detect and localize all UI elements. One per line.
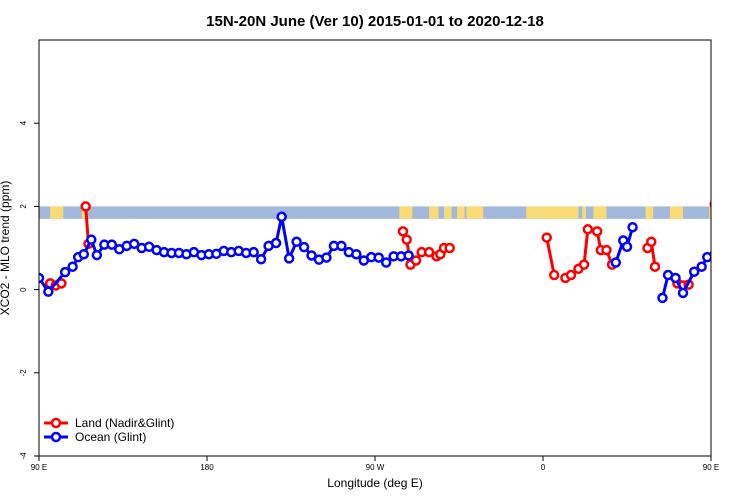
- land-series-line: [545, 237, 556, 276]
- ocean-series-point: [86, 234, 97, 245]
- chart-title: 15N-20N June (Ver 10) 2015-01-01 to 2020…: [206, 13, 544, 30]
- ocean-series-point: [59, 266, 71, 278]
- y-axis-label: XCO2 - MLO trend (ppm): [0, 181, 12, 316]
- land-series-point: [397, 226, 409, 237]
- ocean-series-point: [283, 253, 295, 264]
- land-series-point: [601, 244, 612, 256]
- ocean-series-point: [739, 241, 747, 249]
- land-series-point: [541, 232, 552, 243]
- land-segment: [81, 206, 86, 219]
- land-segment: [444, 206, 452, 219]
- ocean-series-point: [39, 272, 45, 284]
- ocean-series-point: [688, 266, 700, 277]
- ocean-series-point: [670, 272, 681, 284]
- land-series-point: [401, 234, 412, 245]
- x-tick-label: 90 E: [703, 463, 719, 472]
- legend: Land (Nadir&Glint) Ocean (Glint): [44, 416, 174, 444]
- ocean-series-point: [696, 261, 707, 272]
- y-tick-label: 4: [19, 120, 28, 125]
- ocean-series-point: [128, 238, 140, 250]
- ocean-series-point: [731, 241, 739, 249]
- ocean-series-point: [403, 250, 414, 261]
- x-tick-label: 90 W: [366, 463, 385, 472]
- ocean-series-point: [270, 237, 282, 249]
- land-series-point: [582, 224, 594, 235]
- land-segment: [526, 206, 579, 219]
- land-segment: [669, 206, 683, 219]
- x-tick-label: 180: [200, 463, 214, 472]
- land-segment: [466, 206, 484, 219]
- ocean-series-point: [321, 252, 332, 263]
- y-tick-label: -2: [19, 369, 28, 377]
- ocean-series-point: [677, 287, 689, 299]
- legend-ocean-marker: [50, 431, 62, 443]
- ocean-series-point: [373, 252, 384, 263]
- land-series-point: [646, 236, 657, 248]
- land-series-point: [423, 246, 435, 258]
- ocean-series-point: [306, 250, 317, 261]
- land-segment: [399, 206, 413, 219]
- y-tick-label: 0: [19, 287, 28, 292]
- land-series-line: [715, 204, 717, 244]
- land-series-point: [444, 242, 455, 254]
- x-axis-label: Longitude (deg E): [327, 476, 422, 490]
- land-segment: [709, 206, 711, 219]
- ocean-series-point: [43, 286, 54, 297]
- ocean-series-point: [78, 248, 90, 260]
- ocean-series-point: [248, 246, 259, 258]
- land-series-point: [548, 269, 560, 281]
- ocean-series-point: [709, 250, 711, 258]
- land-segment: [593, 206, 607, 219]
- land-series-point: [410, 255, 422, 266]
- ocean-series-point: [724, 251, 732, 259]
- ocean-series-point: [380, 257, 392, 268]
- ocean-series-point: [657, 292, 668, 304]
- land-series-point: [578, 259, 590, 270]
- ocean-strip: [39, 206, 711, 219]
- legend-land-label: Land (Nadir&Glint): [75, 416, 174, 430]
- ocean-series-point: [255, 253, 267, 265]
- land-series-point: [591, 226, 603, 237]
- land-series-point: [709, 200, 711, 209]
- ocean-series-point: [351, 248, 362, 260]
- ocean-series-point: [91, 249, 103, 261]
- ocean-series-point: [291, 236, 302, 248]
- x-tick-label: 90 E: [31, 463, 47, 472]
- ocean-series-point: [621, 241, 633, 253]
- land-segment: [50, 206, 64, 219]
- land-segment: [645, 206, 654, 219]
- ocean-series-point: [336, 240, 347, 252]
- legend-ocean-label: Ocean (Glint): [75, 430, 146, 444]
- land-series-point: [713, 240, 721, 248]
- ocean-series-point: [627, 221, 638, 233]
- ocean-series-point: [106, 239, 118, 250]
- ocean-series-point: [716, 236, 724, 244]
- ocean-series-point: [276, 211, 287, 223]
- legend-land-marker: [50, 417, 62, 429]
- land-segment: [429, 206, 439, 219]
- x-axis: 90 E 180 90 W 0 90 E: [31, 456, 719, 472]
- ocean-series-point: [298, 241, 310, 253]
- land-series-point: [80, 201, 91, 212]
- y-tick-label: 2: [19, 204, 28, 209]
- land-series-point: [649, 261, 661, 272]
- land-segment: [582, 206, 586, 219]
- ocean-series-point: [610, 257, 622, 268]
- series-layer: [39, 200, 750, 304]
- y-tick-label: -4: [19, 452, 28, 460]
- land-ocean-strip: [39, 206, 711, 219]
- ocean-series-point: [702, 251, 711, 263]
- land-segment: [457, 206, 465, 219]
- land-series-point: [565, 269, 577, 281]
- y-axis: -4 -2 0 2 4: [19, 120, 39, 460]
- ocean-series-point: [67, 261, 78, 272]
- x-tick-label: 0: [541, 463, 546, 472]
- ocean-series-point: [746, 245, 750, 253]
